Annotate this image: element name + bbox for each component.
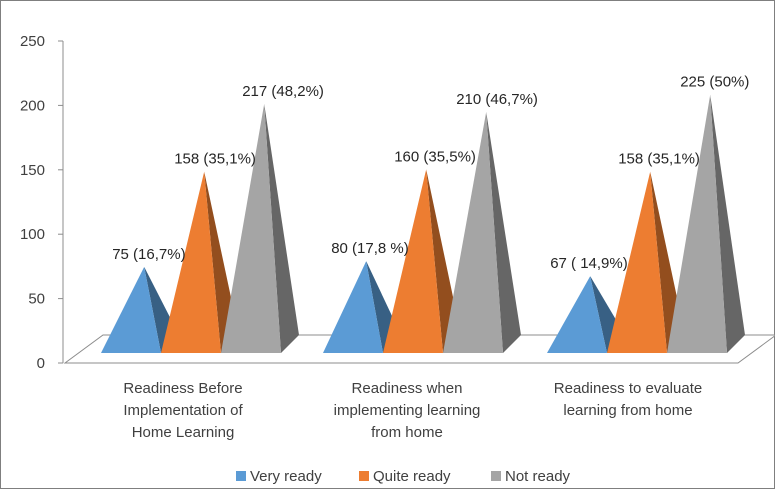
- category-label: Readiness Before: [123, 380, 242, 397]
- category-label: learning from home: [563, 402, 692, 419]
- category-label: implementing learning: [334, 402, 481, 419]
- data-label: 210 (46,7%): [456, 91, 538, 108]
- data-label: 80 (17,8 %): [331, 240, 409, 257]
- legend-label: Very ready: [250, 468, 322, 485]
- chart-legend: Very ready Quite ready Not ready: [236, 468, 571, 485]
- y-tick-label: 50: [28, 291, 45, 308]
- pyramid-front-face: [101, 266, 161, 353]
- pyramid-side-face: [264, 103, 299, 353]
- legend-label: Not ready: [505, 468, 571, 485]
- data-label: 75 (16,7%): [112, 246, 185, 263]
- category-label: Readiness to evaluate: [554, 380, 702, 397]
- pyramid-side-face: [486, 111, 521, 353]
- pyramid-marks: [101, 94, 745, 353]
- y-tick-label: 0: [37, 355, 45, 372]
- legend-swatch: [236, 471, 246, 481]
- data-label: 67 ( 14,9%): [550, 255, 628, 272]
- y-tick-label: 150: [20, 162, 45, 179]
- category-label: Implementation of: [123, 402, 243, 419]
- pyramid-front-face: [443, 111, 503, 353]
- category-labels: Readiness Before Implementation of Home Le…: [123, 380, 702, 441]
- value-axis: 0 50 100 150 200 250: [20, 33, 64, 372]
- pyramid-front-face: [667, 94, 727, 353]
- pyramid-front-face: [383, 169, 443, 353]
- data-label: 158 (35,1%): [174, 151, 256, 168]
- category-label: from home: [371, 424, 443, 441]
- data-label: 217 (48,2%): [242, 83, 324, 100]
- data-label: 160 (35,5%): [394, 148, 476, 165]
- pyramid-front-face: [547, 276, 607, 353]
- legend-swatch: [491, 471, 501, 481]
- pyramid-front-face: [323, 261, 383, 353]
- y-tick-label: 250: [20, 33, 45, 50]
- y-tick-label: 200: [20, 97, 45, 114]
- pyramid-front-face: [161, 171, 221, 353]
- y-tick-label: 100: [20, 226, 45, 243]
- pyramid-front-face: [221, 103, 281, 353]
- legend-label: Quite ready: [373, 468, 451, 485]
- category-label: Readiness when: [352, 380, 463, 397]
- legend-swatch: [359, 471, 369, 481]
- pyramid-front-face: [607, 171, 667, 353]
- pyramid-side-face: [710, 94, 745, 353]
- data-label: 158 (35,1%): [618, 151, 700, 168]
- category-label: Home Learning: [132, 424, 235, 441]
- data-labels: 75 (16,7%) 158 (35,1%) 217 (48,2%) 80 (17,8…: [112, 74, 749, 272]
- data-label: 225 (50%): [680, 74, 749, 91]
